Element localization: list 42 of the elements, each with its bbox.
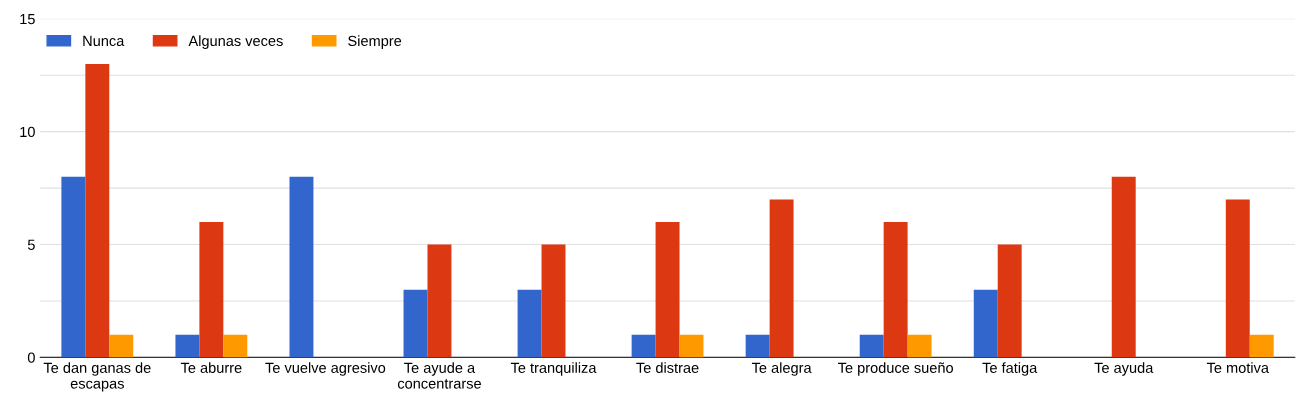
bar bbox=[769, 199, 794, 358]
y-tick-label: 5 bbox=[27, 239, 35, 250]
bar bbox=[883, 221, 908, 358]
bar bbox=[1111, 176, 1136, 358]
bar bbox=[679, 334, 704, 358]
y-tick-label: 0 bbox=[27, 352, 35, 363]
x-tick-label: Te tranquiliza bbox=[510, 362, 597, 376]
bar bbox=[973, 289, 998, 358]
x-tick-label: Te ayuda bbox=[1094, 362, 1154, 376]
bar bbox=[517, 289, 542, 358]
bar bbox=[61, 176, 86, 358]
bar bbox=[745, 334, 770, 358]
bar bbox=[859, 334, 884, 358]
bar bbox=[655, 221, 680, 358]
y-tick-label: 10 bbox=[20, 126, 35, 138]
x-tick-label: Te fatiga bbox=[982, 362, 1038, 376]
bar bbox=[427, 244, 452, 358]
x-tick-label: Te aburre bbox=[180, 362, 242, 373]
bar bbox=[541, 244, 566, 358]
x-tick-label: Te vuelve agresivo bbox=[265, 362, 386, 376]
bar bbox=[199, 221, 224, 358]
legend-label: Algunas veces bbox=[188, 35, 283, 49]
bar bbox=[631, 334, 656, 358]
bar bbox=[109, 334, 134, 358]
x-tick-label: Te motiva bbox=[1206, 362, 1269, 373]
y-tick-label: 15 bbox=[20, 14, 35, 25]
bar bbox=[1225, 199, 1250, 358]
x-tick-label: Te produce sueño bbox=[838, 362, 953, 376]
bar bbox=[175, 334, 200, 358]
x-tick-label: Te alegra bbox=[751, 362, 812, 376]
bar bbox=[223, 334, 248, 358]
x-tick-label: Te dan ganas de escapas bbox=[43, 362, 151, 392]
bar bbox=[403, 289, 428, 358]
bar bbox=[85, 63, 110, 358]
x-tick-label: Te distrae bbox=[636, 362, 699, 373]
bar bbox=[997, 244, 1022, 358]
x-tick-label: Te ayude a concentrarse bbox=[397, 362, 481, 389]
bar bbox=[289, 176, 314, 358]
bar bbox=[1249, 334, 1274, 358]
legend-label: Siempre bbox=[348, 35, 402, 49]
bar bbox=[907, 334, 932, 358]
legend-label: Nunca bbox=[83, 35, 125, 47]
